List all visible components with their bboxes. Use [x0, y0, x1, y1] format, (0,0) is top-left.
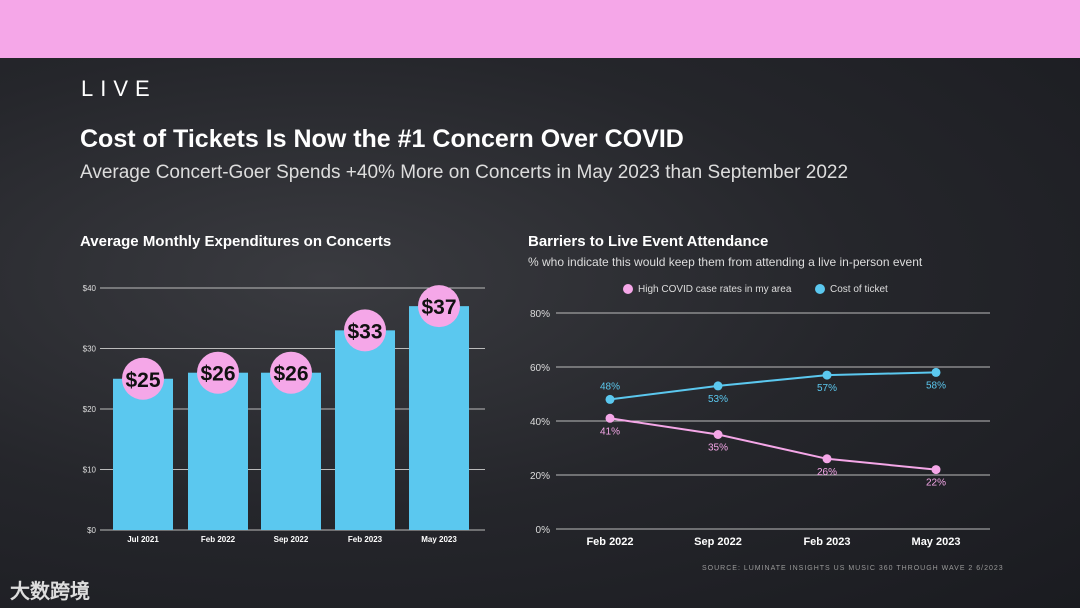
line-chart-subtitle: % who indicate this would keep them from…	[528, 255, 923, 269]
y-tick-label: 60%	[530, 363, 550, 374]
watermark: 大数跨境	[10, 581, 90, 603]
y-tick-label: 20%	[530, 471, 550, 482]
data-label: 22%	[926, 478, 946, 489]
source-note: SOURCE: LUMINATE INSIGHTS US MUSIC 360 T…	[702, 565, 1004, 572]
y-tick-label: 40%	[530, 417, 550, 428]
x-tick-label: Feb 2022	[201, 535, 236, 544]
brand-label: LIVE	[81, 76, 157, 101]
x-tick-label: Feb 2023	[803, 536, 850, 548]
data-point	[931, 367, 941, 377]
bar	[409, 306, 469, 530]
y-tick-label: $20	[83, 405, 97, 414]
data-label: 57%	[817, 383, 837, 394]
data-label: 35%	[708, 443, 728, 454]
y-tick-label: $40	[83, 284, 97, 293]
x-tick-label: Jul 2021	[127, 535, 159, 544]
x-tick-label: Feb 2022	[586, 536, 633, 548]
data-point	[822, 454, 832, 464]
bar-data-label: $33	[347, 320, 382, 343]
bar-label-bubble	[418, 285, 460, 328]
series-line	[609, 371, 937, 401]
crowd-background	[0, 58, 1080, 608]
legend-marker	[623, 284, 633, 294]
x-tick-label: Feb 2023	[348, 535, 383, 544]
bar-data-label: $26	[200, 363, 235, 386]
bar-label-bubble	[197, 351, 239, 394]
legend-marker	[815, 284, 825, 294]
legend-label: Cost of ticket	[830, 284, 888, 295]
x-tick-label: May 2023	[912, 536, 961, 548]
bar-label-bubble	[270, 351, 312, 394]
bar-label-bubble	[344, 309, 386, 352]
decorative-banner	[0, 0, 1080, 58]
data-point	[931, 465, 941, 475]
bar	[188, 372, 248, 530]
y-tick-label: 80%	[530, 309, 550, 320]
series-line	[609, 417, 937, 471]
data-label: 26%	[817, 467, 837, 478]
bar-chart-title: Average Monthly Expenditures on Concerts	[80, 233, 392, 250]
x-tick-label: Sep 2022	[694, 536, 742, 548]
x-tick-label: May 2023	[421, 535, 457, 544]
data-label: 48%	[600, 381, 620, 392]
line-chart-title: Barriers to Live Event Attendance	[528, 233, 769, 250]
data-point	[605, 413, 615, 423]
bar-data-label: $37	[421, 296, 456, 319]
y-tick-label: $10	[83, 466, 97, 475]
data-label: 58%	[926, 380, 946, 391]
y-tick-label: 0%	[536, 525, 551, 536]
page-title: Cost of Tickets Is Now the #1 Concern Ov…	[80, 125, 684, 153]
data-label: 41%	[600, 426, 620, 437]
bar	[261, 372, 321, 530]
data-point	[713, 430, 723, 439]
x-tick-label: Sep 2022	[274, 535, 309, 544]
y-tick-label: $30	[83, 345, 97, 354]
data-point	[822, 370, 832, 380]
y-tick-label: $0	[87, 526, 96, 535]
legend-label: High COVID case rates in my area	[638, 284, 792, 295]
data-point	[605, 394, 615, 404]
bar	[335, 330, 395, 530]
page-subtitle: Average Concert-Goer Spends +40% More on…	[80, 162, 849, 183]
data-point	[713, 381, 723, 391]
bar-label-bubble	[122, 357, 164, 400]
bar-data-label: $25	[125, 369, 160, 392]
data-label: 53%	[708, 394, 728, 405]
bar	[113, 378, 173, 530]
bar-data-label: $26	[273, 363, 308, 386]
